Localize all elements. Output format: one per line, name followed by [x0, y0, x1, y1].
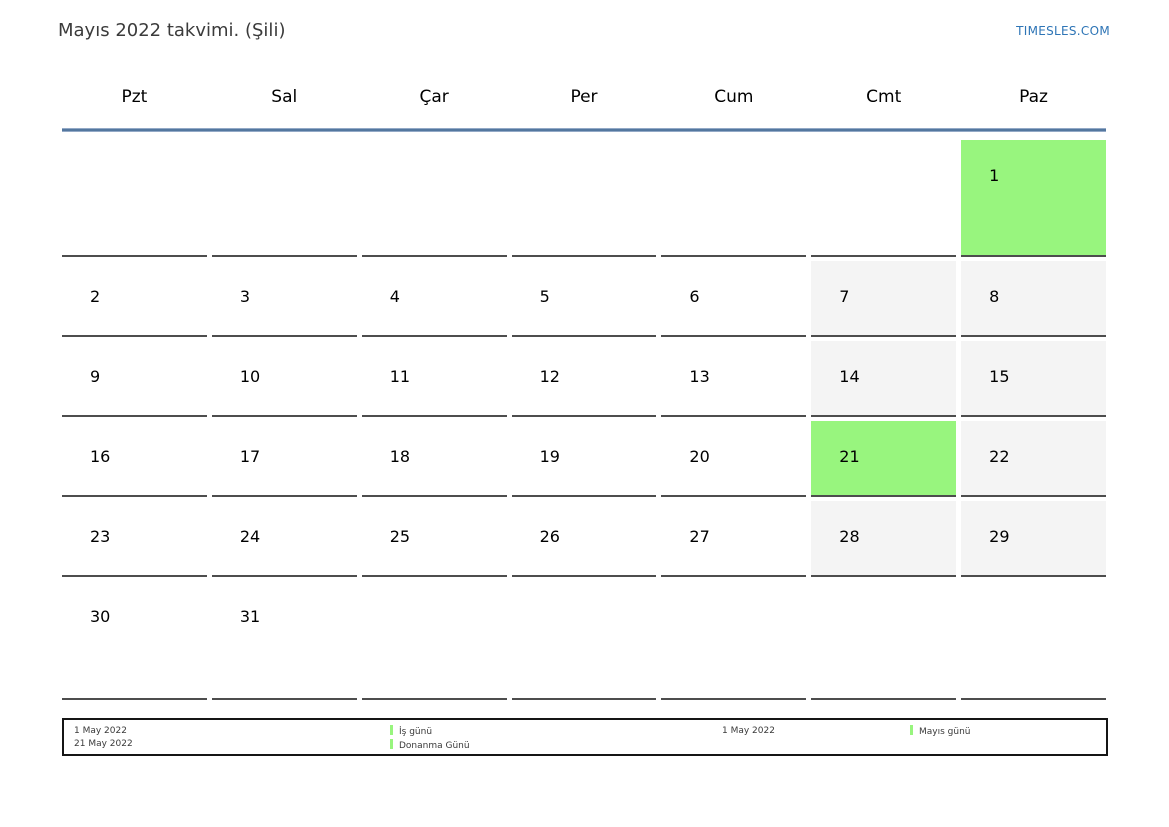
day-cell-empty	[361, 140, 507, 257]
legend-label: İş günü	[399, 727, 433, 737]
weekday-header-per: Per	[570, 87, 598, 107]
page-title: Mayıs 2022 takvimi. (Şili)	[58, 20, 286, 41]
day-cell-31: 31	[211, 581, 357, 700]
day-cell-19: 19	[511, 421, 657, 497]
day-cell-9: 9	[62, 341, 207, 417]
weekday-header-pzt: Pzt	[121, 87, 148, 107]
day-cell-24: 24	[211, 501, 357, 577]
legend-date: 21 May 2022	[74, 739, 133, 749]
day-cell-1: 1	[961, 140, 1106, 257]
day-cell-10: 10	[211, 341, 357, 417]
legend-dates-right: 1 May 2022	[722, 725, 775, 738]
day-cell-5: 5	[511, 261, 657, 337]
day-cell-empty	[511, 140, 657, 257]
legend-entry: İş günü	[390, 725, 470, 739]
weekday-header-row: Pzt Sal Çar Per Cum Cmt Paz	[62, 87, 1106, 107]
day-cell-16: 16	[62, 421, 207, 497]
day-cell-empty	[361, 581, 507, 700]
day-cell-6: 6	[661, 261, 807, 337]
green-marker-icon	[390, 739, 393, 749]
day-cell-21: 21	[811, 421, 957, 497]
weekday-header-çar: Çar	[419, 87, 449, 107]
day-cell-empty	[661, 140, 807, 257]
legend-box: 1 May 2022 21 May 2022 İş günü Donanma G…	[62, 718, 1108, 756]
legend-dates-left: 1 May 2022 21 May 2022	[74, 725, 133, 751]
green-marker-icon	[390, 725, 393, 735]
weekday-header-cum: Cum	[714, 87, 754, 107]
day-cell-2: 2	[62, 261, 207, 337]
day-cell-11: 11	[361, 341, 507, 417]
day-cell-18: 18	[361, 421, 507, 497]
legend-date: 1 May 2022	[74, 726, 127, 736]
header-rule	[62, 128, 1106, 132]
day-cell-30: 30	[62, 581, 207, 700]
day-cell-empty	[811, 581, 957, 700]
day-cell-empty	[661, 581, 807, 700]
legend-entry: Donanma Günü	[390, 739, 470, 753]
day-cell-27: 27	[661, 501, 807, 577]
day-cell-15: 15	[961, 341, 1106, 417]
day-cell-empty	[511, 581, 657, 700]
day-cell-3: 3	[211, 261, 357, 337]
site-link[interactable]: TIMESLES.COM	[1016, 24, 1110, 38]
legend-entry: Mayıs günü	[910, 725, 970, 739]
day-cell-25: 25	[361, 501, 507, 577]
day-cell-8: 8	[961, 261, 1106, 337]
day-cell-empty	[62, 140, 207, 257]
day-cell-13: 13	[661, 341, 807, 417]
day-cell-17: 17	[211, 421, 357, 497]
day-cell-empty	[811, 140, 957, 257]
day-cell-26: 26	[511, 501, 657, 577]
calendar-grid: 1 2 3 4 5 6 7 8 9 10 11 12 13 14 15 16 17 18 19 20 21 22 23 24 2…	[62, 140, 1106, 700]
day-cell-28: 28	[811, 501, 957, 577]
day-cell-4: 4	[361, 261, 507, 337]
day-cell-23: 23	[62, 501, 207, 577]
day-cell-empty	[961, 581, 1106, 700]
legend-date: 1 May 2022	[722, 726, 775, 736]
legend-labels-left: İş günü Donanma Günü	[390, 725, 470, 753]
legend-labels-right: Mayıs günü	[910, 725, 970, 739]
weekday-header-sal: Sal	[271, 87, 298, 107]
day-cell-7: 7	[811, 261, 957, 337]
day-cell-12: 12	[511, 341, 657, 417]
day-cell-20: 20	[661, 421, 807, 497]
day-cell-29: 29	[961, 501, 1106, 577]
day-cell-22: 22	[961, 421, 1106, 497]
day-cell-empty	[211, 140, 357, 257]
legend-label: Mayıs günü	[919, 727, 971, 737]
weekday-header-cmt: Cmt	[866, 87, 902, 107]
day-cell-14: 14	[811, 341, 957, 417]
green-marker-icon	[910, 725, 913, 735]
legend-label: Donanma Günü	[399, 741, 470, 751]
weekday-header-paz: Paz	[1019, 87, 1048, 107]
